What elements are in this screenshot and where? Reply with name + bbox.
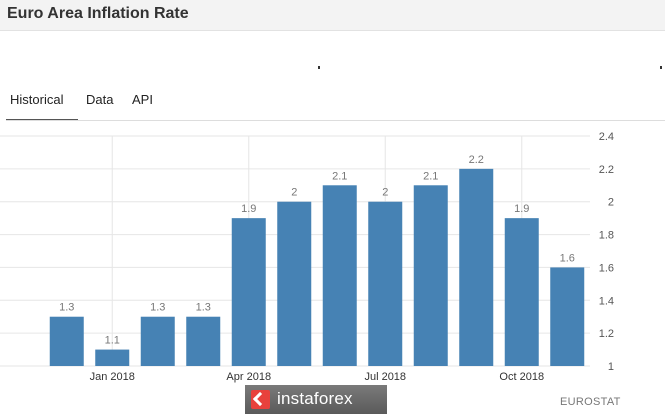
bar xyxy=(550,267,585,366)
x-tick-label: Oct 2018 xyxy=(499,371,544,383)
bar xyxy=(140,316,175,366)
bar-value-label: 1.6 xyxy=(560,252,575,264)
tab-data[interactable]: Data xyxy=(86,92,114,107)
y-tick-label: 1.6 xyxy=(599,262,614,274)
y-tick-label: 1.4 xyxy=(599,295,614,307)
bar-value-label: 1.9 xyxy=(241,203,256,215)
bar-value-label: 2.1 xyxy=(423,170,438,182)
bar-value-label: 2.1 xyxy=(332,170,347,182)
bar xyxy=(413,185,448,366)
x-tick-label: Jan 2018 xyxy=(90,371,135,383)
bar-value-label: 2 xyxy=(382,187,388,199)
bar xyxy=(368,201,403,366)
page-title: Euro Area Inflation Rate xyxy=(7,5,189,22)
x-tick-label: Jul 2018 xyxy=(364,371,406,383)
y-tick-label: 2.2 xyxy=(599,164,614,176)
watermark-text: instaforex xyxy=(277,389,353,408)
y-tick-label: 2 xyxy=(608,197,614,209)
y-tick-label: 1 xyxy=(608,361,614,373)
bar-value-label: 1.3 xyxy=(59,302,74,314)
y-tick-label: 1.8 xyxy=(599,230,614,242)
bar xyxy=(459,168,494,366)
y-tick-label: 1.2 xyxy=(599,328,614,340)
bar xyxy=(504,218,539,366)
y-tick-label: 2.4 xyxy=(599,131,614,143)
header-bar: Euro Area Inflation Rate xyxy=(0,0,665,31)
bar xyxy=(186,316,221,366)
bar xyxy=(231,218,266,366)
tab-api[interactable]: API xyxy=(132,92,153,107)
bar xyxy=(277,201,312,366)
bar xyxy=(322,185,357,366)
chart-area: 1 1.2 1.4 1.6 1.8 2 2.2 2.4 1.3 1.1 1.3 1.3 1.9 2 2.1 2… xyxy=(0,121,665,414)
bar-value-label: 1.9 xyxy=(514,203,529,215)
tab-divider xyxy=(6,120,665,121)
watermark: instaforex xyxy=(245,385,387,414)
tab-historical[interactable]: Historical xyxy=(6,85,78,121)
inflation-bar-chart: 1 1.2 1.4 1.6 1.8 2 2.2 2.4 1.3 1.1 1.3 1.3 1.9 2 2.1 2… xyxy=(0,131,614,383)
bar-value-label: 2.2 xyxy=(469,154,484,166)
bar-value-label: 1.3 xyxy=(196,302,211,314)
instaforex-logo-icon xyxy=(251,390,270,409)
x-tick-label: Apr 2018 xyxy=(226,371,271,383)
bar xyxy=(49,316,84,366)
stray-mark xyxy=(660,66,662,69)
bar-value-label: 2 xyxy=(291,187,297,199)
bar-value-label: 1.1 xyxy=(105,335,120,347)
source-label[interactable]: EUROSTAT xyxy=(560,396,621,408)
bar-value-label: 1.3 xyxy=(150,302,165,314)
bar xyxy=(95,349,130,366)
stray-mark xyxy=(318,66,320,69)
